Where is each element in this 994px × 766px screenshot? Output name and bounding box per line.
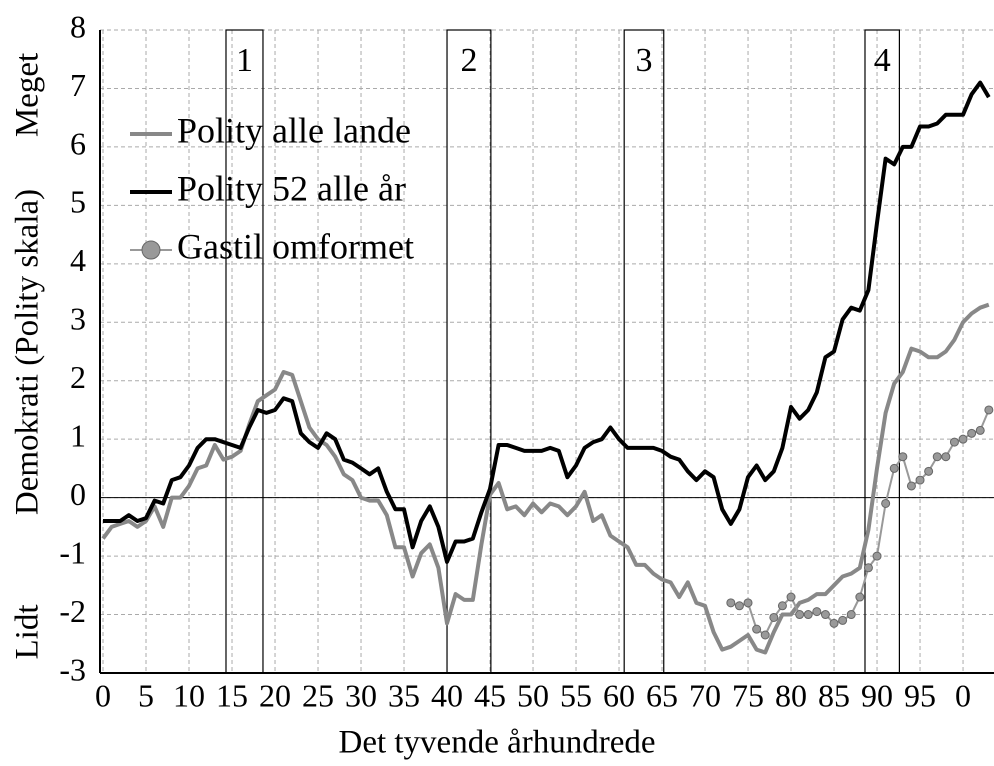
y-tick-label: -3 [59, 651, 86, 687]
x-tick-label: 0 [955, 677, 971, 713]
y-tick-label: 8 [70, 8, 86, 44]
series-point [932, 452, 942, 462]
x-tick-label: 35 [388, 677, 420, 713]
x-tick-label: 40 [431, 677, 463, 713]
x-tick-label: 0 [95, 677, 111, 713]
series-point [795, 610, 805, 620]
series-point [734, 601, 744, 611]
legend-label: Polity alle lande [177, 110, 411, 150]
x-tick-label: 10 [173, 677, 205, 713]
series-point [820, 610, 830, 620]
period-label: 1 [236, 42, 253, 79]
period-label: 2 [460, 42, 477, 79]
y-tick-label: 1 [70, 418, 86, 454]
series-point [726, 598, 736, 608]
series-point [855, 592, 865, 602]
y-tick-label: 4 [70, 242, 86, 278]
y-tick-label: -1 [59, 534, 86, 570]
series-point [743, 598, 753, 608]
series-point [941, 452, 951, 462]
y-tick-label: 6 [70, 125, 86, 161]
y-tick-label: 3 [70, 301, 86, 337]
series-point [881, 498, 891, 508]
series-point [898, 452, 908, 462]
y-tick-label: 2 [70, 359, 86, 395]
series-point [829, 618, 839, 628]
x-axis-label: Det tyvende århundrede [338, 725, 655, 761]
legend-label: Polity 52 alle år [177, 168, 406, 208]
series-point [975, 425, 985, 435]
series-point [812, 607, 822, 617]
x-tick-label: 15 [216, 677, 248, 713]
x-tick-label: 50 [517, 677, 549, 713]
y-tick-label: -2 [59, 593, 86, 629]
series-line [103, 80, 991, 564]
series-point [769, 612, 779, 622]
y-tick-label: 0 [70, 476, 86, 512]
x-tick-label: 60 [603, 677, 635, 713]
series-point [889, 463, 899, 473]
x-tick-label: 45 [474, 677, 506, 713]
series-point [924, 466, 934, 476]
series-point [777, 601, 787, 611]
legend-label: Gastil omformet [177, 226, 414, 266]
x-tick-label: 95 [904, 677, 936, 713]
x-tick-label: 30 [345, 677, 377, 713]
y-axis-top-label: Meget [10, 53, 46, 137]
series-point [949, 437, 959, 447]
x-tick-label: 80 [775, 677, 807, 713]
y-tick-label: 7 [70, 67, 86, 103]
series-point [846, 610, 856, 620]
x-tick-label: 55 [560, 677, 592, 713]
series-point [838, 615, 848, 625]
x-tick-label: 20 [259, 677, 291, 713]
period-label: 3 [635, 42, 652, 79]
period-label: 4 [874, 42, 891, 79]
series-point [906, 481, 916, 491]
x-tick-label: 85 [818, 677, 850, 713]
series-point [872, 551, 882, 561]
series-line [101, 302, 990, 655]
x-tick-label: 65 [646, 677, 678, 713]
period-band [446, 29, 492, 674]
x-tick-label: 90 [861, 677, 893, 713]
y-axis-bottom-label: Lidt [10, 605, 46, 660]
series-point [760, 630, 770, 640]
x-tick-label: 5 [138, 677, 154, 713]
x-tick-label: 70 [689, 677, 721, 713]
series-point [752, 624, 762, 634]
series-point [863, 563, 873, 573]
series-point [984, 405, 994, 415]
x-tick-label: 25 [302, 677, 334, 713]
x-tick-label: 75 [732, 677, 764, 713]
series-point [803, 610, 813, 620]
series-point [958, 434, 968, 444]
y-axis-label: Demokrati (Polity skala) [10, 189, 46, 515]
series-point [786, 592, 796, 602]
period-band [864, 29, 900, 674]
y-tick-label: 5 [70, 184, 86, 220]
series-point [915, 475, 925, 485]
series-point [967, 428, 977, 438]
legend-marker [141, 240, 161, 260]
